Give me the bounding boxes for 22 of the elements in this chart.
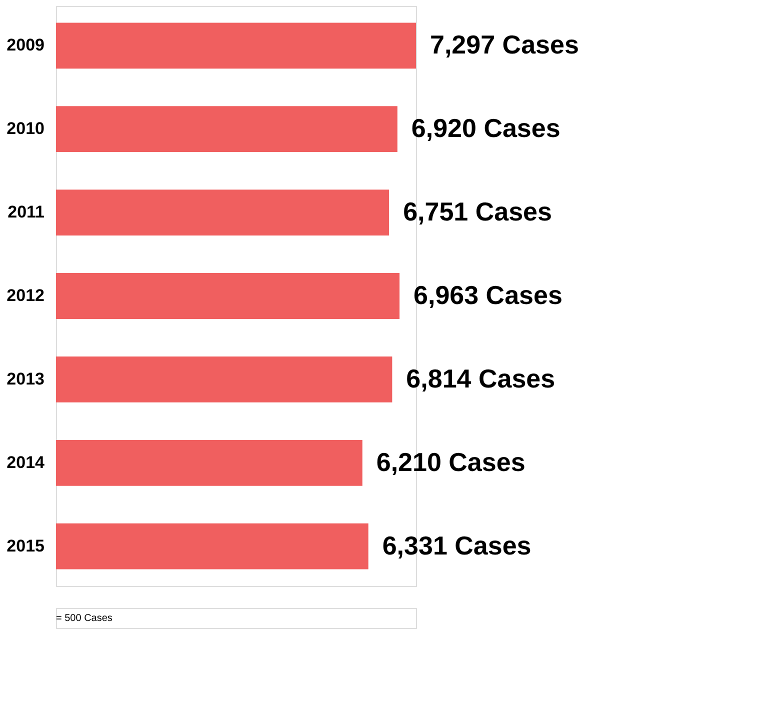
y-tick-label: 2012 bbox=[6, 286, 44, 305]
y-tick-label: 2010 bbox=[6, 119, 44, 138]
bar bbox=[56, 190, 390, 236]
bar bbox=[56, 523, 368, 570]
bar bbox=[56, 106, 398, 152]
bar bbox=[56, 356, 392, 402]
data-label: 7,297 Cases bbox=[430, 30, 579, 60]
bar bbox=[56, 440, 362, 486]
y-tick-label: 2014 bbox=[6, 452, 46, 472]
data-label: 6,920 Cases bbox=[411, 113, 560, 144]
data-label: 6,210 Cases bbox=[376, 446, 526, 477]
text: = 500 Cases bbox=[56, 613, 112, 624]
y-tick-label: 2011 bbox=[8, 202, 44, 222]
bar bbox=[56, 273, 400, 319]
y-tick-label: 2013 bbox=[6, 369, 44, 388]
data-label: 6,963 Cases bbox=[414, 280, 562, 310]
y-tick-label: 2015 bbox=[6, 536, 44, 556]
bar bbox=[56, 22, 416, 69]
data-label: 6,331 Cases bbox=[382, 530, 532, 560]
data-label: 6,814 Cases bbox=[406, 363, 556, 394]
y-tick-label: 2009 bbox=[6, 36, 44, 55]
data-label: 6,751 Cases bbox=[403, 196, 552, 227]
